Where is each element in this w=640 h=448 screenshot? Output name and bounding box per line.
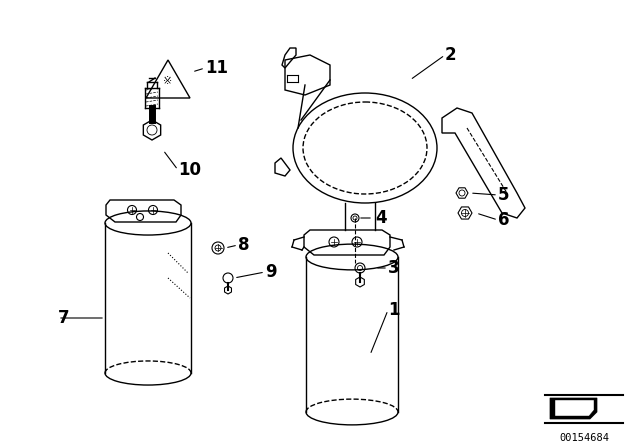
Text: 3: 3 [388, 259, 399, 277]
Text: 9: 9 [265, 263, 276, 281]
Text: ※: ※ [163, 76, 173, 86]
Text: 8: 8 [238, 236, 250, 254]
Text: 1: 1 [388, 301, 399, 319]
Polygon shape [550, 398, 597, 419]
Text: 00154684: 00154684 [559, 433, 609, 443]
Text: 11: 11 [205, 59, 228, 77]
Polygon shape [555, 400, 594, 416]
Text: 2: 2 [445, 46, 456, 64]
Text: 6: 6 [498, 211, 509, 229]
Text: 7: 7 [58, 309, 70, 327]
Text: 10: 10 [178, 161, 201, 179]
Text: 4: 4 [375, 209, 387, 227]
Text: 5: 5 [498, 186, 509, 204]
